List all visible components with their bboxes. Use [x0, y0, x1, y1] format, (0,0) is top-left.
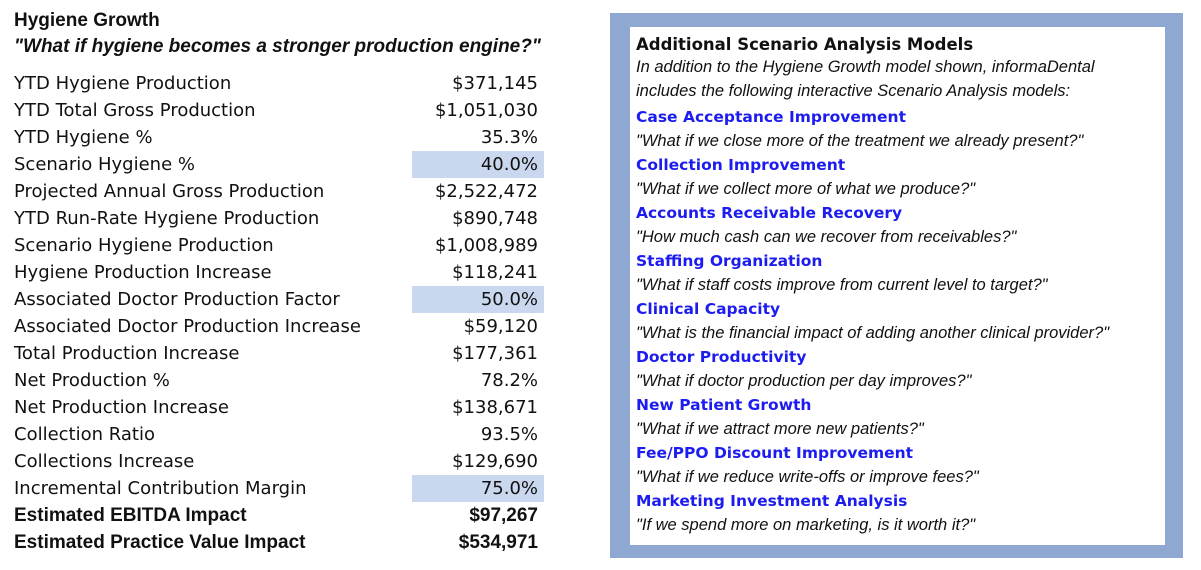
row-label: Associated Doctor Production Factor — [14, 289, 340, 310]
additional-models-panel: Additional Scenario Analysis Models In a… — [610, 13, 1183, 558]
model-link-doctor-productivity[interactable]: Doctor Productivity — [636, 348, 807, 366]
row-label: YTD Hygiene % — [14, 127, 153, 148]
row-label: YTD Run-Rate Hygiene Production — [14, 208, 320, 229]
row-associated-doctor-production-factor: Associated Doctor Production Factor 50.0… — [14, 286, 544, 313]
row-value: $2,522,472 — [434, 181, 538, 202]
row-value: $138,671 — [452, 397, 538, 418]
panel-intro-line-2: includes the following interactive Scena… — [636, 82, 1071, 100]
row-label: Hygiene Production Increase — [14, 262, 272, 283]
model-link-case-acceptance[interactable]: Case Acceptance Improvement — [636, 108, 906, 126]
model-link-staffing-organization[interactable]: Staffing Organization — [636, 252, 823, 270]
row-value: 35.3% — [480, 127, 538, 148]
doctor-production-factor-input[interactable]: 50.0% — [412, 286, 544, 313]
row-value: $371,145 — [452, 73, 538, 94]
row-total-production-increase: Total Production Increase $177,361 — [14, 340, 544, 367]
row-value: 93.5% — [480, 424, 538, 445]
row-ytd-run-rate-hygiene-production: YTD Run-Rate Hygiene Production $890,748 — [14, 205, 544, 232]
model-question: "What if staff costs improve from curren… — [636, 276, 1048, 294]
row-hygiene-production-increase: Hygiene Production Increase $118,241 — [14, 259, 544, 286]
row-projected-annual-gross-production: Projected Annual Gross Production $2,522… — [14, 178, 544, 205]
row-estimated-practice-value-impact: Estimated Practice Value Impact $534,971 — [14, 529, 544, 556]
model-subtitle: "What if hygiene becomes a stronger prod… — [14, 36, 541, 57]
row-label: YTD Hygiene Production — [14, 73, 232, 94]
row-collections-increase: Collections Increase $129,690 — [14, 448, 544, 475]
model-question: "What if we close more of the treatment … — [636, 132, 1084, 150]
model-question: "What if we attract more new patients?" — [636, 420, 924, 438]
row-label: Incremental Contribution Margin — [14, 478, 307, 499]
row-label: Net Production Increase — [14, 397, 229, 418]
row-label: Total Production Increase — [14, 343, 240, 364]
model-link-clinical-capacity[interactable]: Clinical Capacity — [636, 300, 781, 318]
row-value: $534,971 — [458, 532, 538, 553]
model-link-marketing-investment[interactable]: Marketing Investment Analysis — [636, 492, 908, 510]
row-scenario-hygiene-percent: Scenario Hygiene % 40.0% — [14, 151, 544, 178]
row-net-production-percent: Net Production % 78.2% — [14, 367, 544, 394]
model-question: "What if doctor production per day impro… — [636, 372, 972, 390]
model-question: "If we spend more on marketing, is it wo… — [636, 516, 976, 534]
scenario-hygiene-percent-input[interactable]: 40.0% — [412, 151, 544, 178]
row-collection-ratio: Collection Ratio 93.5% — [14, 421, 544, 448]
additional-models-content: Additional Scenario Analysis Models In a… — [630, 27, 1165, 545]
row-ytd-total-gross-production: YTD Total Gross Production $1,051,030 — [14, 97, 544, 124]
row-value: $118,241 — [452, 262, 538, 283]
panel-intro-line-1: In addition to the Hygiene Growth model … — [636, 58, 1095, 76]
contribution-margin-input[interactable]: 75.0% — [412, 475, 544, 502]
row-label: Associated Doctor Production Increase — [14, 316, 361, 337]
row-value: $1,008,989 — [434, 235, 538, 256]
model-question: "What if we reduce write-offs or improve… — [636, 468, 979, 486]
row-label: Estimated Practice Value Impact — [14, 531, 306, 553]
row-ytd-hygiene-percent: YTD Hygiene % 35.3% — [14, 124, 544, 151]
row-scenario-hygiene-production: Scenario Hygiene Production $1,008,989 — [14, 232, 544, 259]
row-label: Collection Ratio — [14, 424, 155, 445]
row-estimated-ebitda-impact: Estimated EBITDA Impact $97,267 — [14, 502, 544, 529]
model-question: "What is the financial impact of adding … — [636, 324, 1110, 342]
model-link-collection-improvement[interactable]: Collection Improvement — [636, 156, 846, 174]
row-label: Collections Increase — [14, 451, 195, 472]
row-value: $177,361 — [452, 343, 538, 364]
row-label: YTD Total Gross Production — [14, 100, 256, 121]
row-label: Projected Annual Gross Production — [14, 181, 325, 202]
model-title: Hygiene Growth — [14, 10, 160, 31]
row-value: $59,120 — [463, 316, 538, 337]
row-incremental-contribution-margin: Incremental Contribution Margin 75.0% — [14, 475, 544, 502]
row-value: $129,690 — [452, 451, 538, 472]
row-label: Scenario Hygiene Production — [14, 235, 274, 256]
row-label: Net Production % — [14, 370, 170, 391]
row-associated-doctor-production-increase: Associated Doctor Production Increase $5… — [14, 313, 544, 340]
hygiene-growth-model: Hygiene Growth "What if hygiene becomes … — [14, 8, 544, 556]
model-question: "How much cash can we recover from recei… — [636, 228, 1017, 246]
panel-title: Additional Scenario Analysis Models — [636, 35, 974, 54]
row-ytd-hygiene-production: YTD Hygiene Production $371,145 — [14, 70, 544, 97]
model-link-accounts-receivable[interactable]: Accounts Receivable Recovery — [636, 204, 903, 222]
row-value: $1,051,030 — [434, 100, 538, 121]
row-label: Scenario Hygiene % — [14, 154, 195, 175]
row-label: Estimated EBITDA Impact — [14, 504, 247, 526]
model-question: "What if we collect more of what we prod… — [636, 180, 976, 198]
model-link-fee-ppo-discount[interactable]: Fee/PPO Discount Improvement — [636, 444, 914, 462]
row-value: $890,748 — [452, 208, 538, 229]
model-link-new-patient-growth[interactable]: New Patient Growth — [636, 396, 812, 414]
row-value: 78.2% — [480, 370, 538, 391]
row-net-production-increase: Net Production Increase $138,671 — [14, 394, 544, 421]
row-value: $97,267 — [469, 505, 538, 526]
